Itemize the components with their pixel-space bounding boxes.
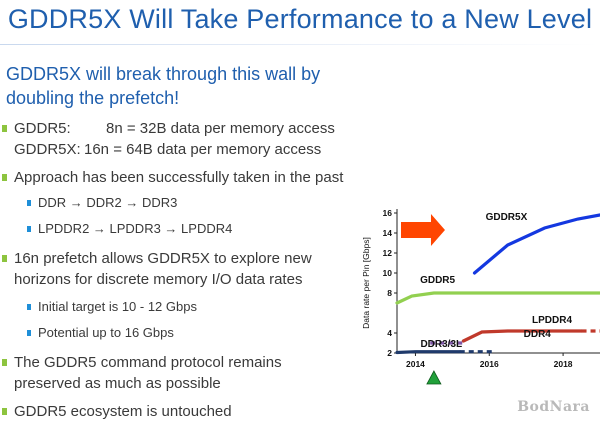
bullet-text: 8n = 32B data per memory access xyxy=(106,120,335,137)
bullet-text: 16n prefetch allows GDDR5X to explore ne… xyxy=(14,250,312,288)
bullet-line-gddr5: GDDR5:8n = 32B data per memory access xyxy=(14,118,335,139)
bullet-command-protocol: The GDDR5 command protocol remains prese… xyxy=(14,352,314,394)
series-line-gddr5x xyxy=(475,215,600,273)
bullet-label: GDDR5X: xyxy=(14,139,84,160)
sub-bullet-potential: Potential up to 16 Gbps xyxy=(38,324,174,342)
data-rate-chart: Data rate per Pin [Gbps] 2 4 8 10 12 14 16 2014 2… xyxy=(357,205,600,390)
bullet-line-gddr5x: GDDR5X:16n = 64B data per memory access xyxy=(14,139,335,160)
bullet-text: The GDDR5 command protocol remains prese… xyxy=(14,354,282,392)
bullet-ecosystem: GDDR5 ecosystem is untouched xyxy=(14,401,232,422)
series-line-ddr3-3l xyxy=(397,352,460,353)
x-tick-label-2016: 2016 xyxy=(480,359,499,369)
bullet-text: GDDR5 ecosystem is untouched xyxy=(14,403,232,420)
series-label-gddr5: GDDR5 xyxy=(420,275,455,286)
bullet-text: 16n = 64B data per memory access xyxy=(84,141,321,158)
series-line-lpddr4 xyxy=(463,331,581,341)
bullet-marker xyxy=(2,255,7,262)
intro-text: GDDR5X will break through this wall by d… xyxy=(6,62,366,110)
bullet-text: Initial target is 10 - 12 Gbps xyxy=(38,299,197,314)
bullet-marker xyxy=(27,304,31,310)
bullet-marker xyxy=(27,200,31,206)
y-tick-label-14: 14 xyxy=(383,228,393,238)
sub-bullet-ddr: DDR → DDR2 → DDR3 xyxy=(38,194,177,212)
y-tick-label-8: 8 xyxy=(387,288,392,298)
series-line-gddr5 xyxy=(397,293,600,303)
bullet-text: Potential up to 16 Gbps xyxy=(38,325,174,340)
slide-title: GDDR5X Will Take Performance to a New Le… xyxy=(0,4,600,35)
y-tick-label-4: 4 xyxy=(387,328,392,338)
bullet-approach: Approach has been successfully taken in … xyxy=(14,167,343,188)
x-tick-label-2018: 2018 xyxy=(554,359,573,369)
bullet-marker xyxy=(27,330,31,336)
bullet-label: GDDR5: xyxy=(14,118,106,139)
y-axis-label: Data rate per Pin [Gbps] xyxy=(361,237,371,329)
green-triangle-marker-icon xyxy=(427,371,441,384)
y-tick-label-2: 2 xyxy=(387,348,392,358)
series-label-lpddr4: LPDDR4 xyxy=(532,315,572,326)
y-tick-label-12: 12 xyxy=(383,248,393,258)
bullet-prefetch: GDDR5:8n = 32B data per memory access GD… xyxy=(14,118,335,160)
title-divider xyxy=(0,44,600,45)
bullet-marker xyxy=(2,359,7,366)
bullet-marker xyxy=(2,408,7,415)
bullet-text: DDR → DDR2 → DDR3 xyxy=(38,195,177,210)
orange-arrow-icon xyxy=(401,214,445,246)
sub-bullet-initial-target: Initial target is 10 - 12 Gbps xyxy=(38,298,197,316)
bullet-text: Approach has been successfully taken in … xyxy=(14,169,343,186)
series-label-ddr4: DDR4 xyxy=(524,329,552,340)
series-label-ddr3-3l: DDR3/3L xyxy=(420,339,462,350)
watermark-logo: BodNara xyxy=(517,399,590,415)
sub-bullet-lpddr: LPDDR2 → LPDDR3 → LPDDR4 xyxy=(38,220,232,238)
bullet-16n-prefetch: 16n prefetch allows GDDR5X to explore ne… xyxy=(14,248,349,290)
bullet-marker xyxy=(2,125,7,132)
x-tick-label-2014: 2014 xyxy=(406,359,425,369)
bullet-marker xyxy=(2,174,7,181)
bullet-marker xyxy=(27,226,31,232)
series-label-gddr5x: GDDR5X xyxy=(486,212,528,223)
chart-svg: Data rate per Pin [Gbps] 2 4 8 10 12 14 16 2014 2… xyxy=(357,205,600,390)
bullet-text: LPDDR2 → LPDDR3 → LPDDR4 xyxy=(38,221,232,236)
y-tick-label-16: 16 xyxy=(383,208,393,218)
y-tick-label-10: 10 xyxy=(383,268,393,278)
